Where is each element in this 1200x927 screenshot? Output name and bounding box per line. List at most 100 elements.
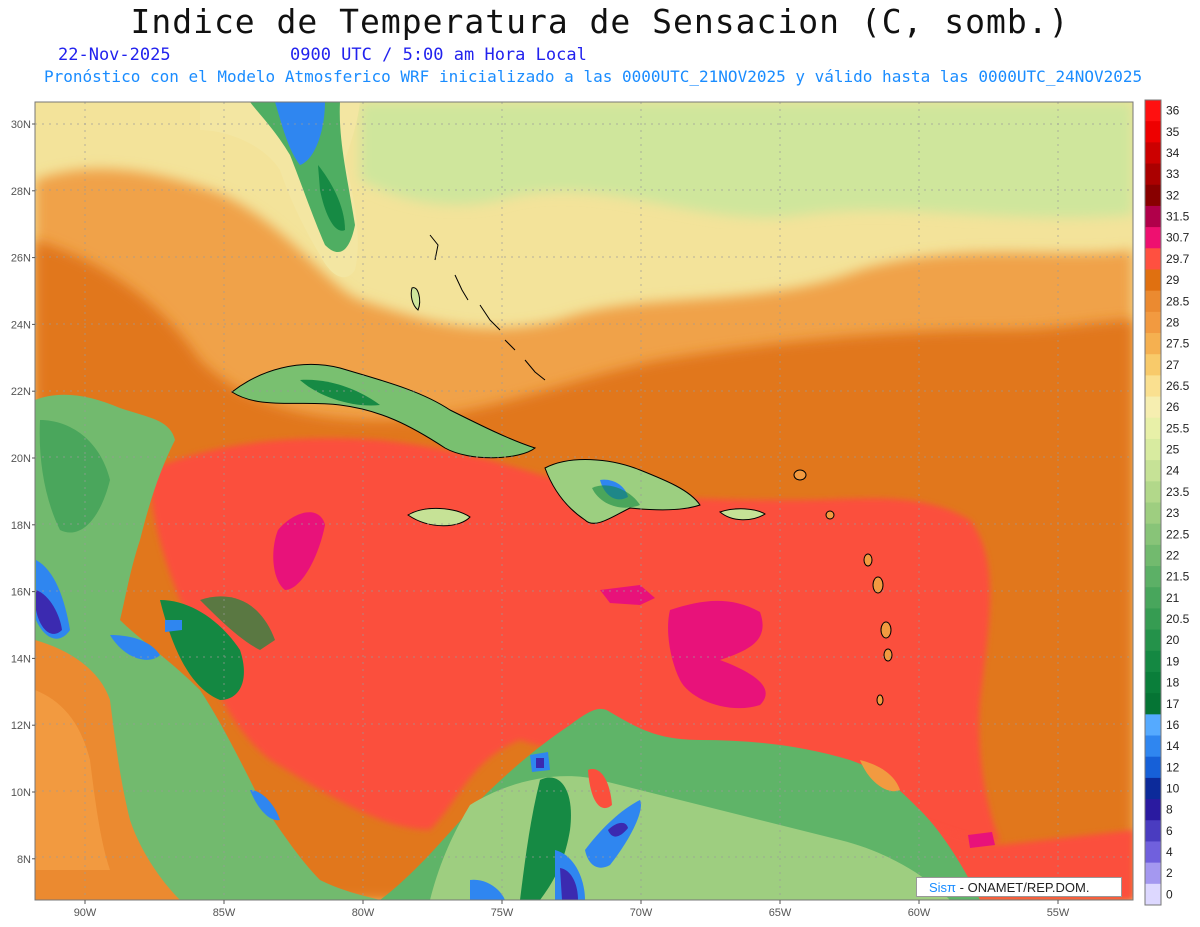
legend-label: 24 — [1166, 464, 1180, 478]
legend-label: 36 — [1166, 104, 1180, 118]
legend-swatch — [1145, 544, 1161, 567]
legend-swatch — [1145, 671, 1161, 694]
legend-swatch — [1145, 502, 1161, 525]
lat-label-8N: 8N — [17, 854, 31, 866]
sispi-logo: Sisπ — [929, 880, 957, 895]
legend-swatch — [1145, 438, 1161, 461]
lon-label-90W: 90W — [74, 907, 97, 919]
lat-label-30N: 30N — [11, 119, 31, 131]
legend-swatch — [1145, 205, 1161, 228]
legend-label: 31.5 — [1166, 210, 1190, 224]
legend-label: 30.7 — [1166, 231, 1190, 245]
legend-swatch — [1145, 608, 1161, 631]
legend-swatch — [1145, 121, 1161, 143]
legend-label: 33 — [1166, 167, 1180, 181]
legend-label: 28 — [1166, 315, 1180, 329]
legend-swatch — [1145, 735, 1161, 758]
legend-label: 14 — [1166, 739, 1180, 753]
legend-label: 8 — [1166, 803, 1173, 817]
legend-swatch — [1145, 650, 1161, 673]
legend-swatch — [1145, 417, 1161, 440]
lon-label-55W: 55W — [1047, 907, 1070, 919]
legend-swatch — [1145, 629, 1161, 652]
lat-label-14N: 14N — [11, 653, 31, 665]
lat-label-22N: 22N — [11, 386, 31, 398]
legend-swatch — [1145, 142, 1161, 165]
lon-label-80W: 80W — [352, 907, 375, 919]
legend-label: 27 — [1166, 358, 1180, 372]
legend-swatch — [1145, 587, 1161, 609]
legend-swatch — [1145, 820, 1161, 842]
cordillera-blue — [470, 879, 505, 900]
legend-swatch — [1145, 481, 1161, 503]
legend-frame — [1144, 99, 1162, 906]
latitude-labels: 30N 28N 26N 24N 22N 20N 18N 16N 14N 12N 10N 8N — [11, 119, 35, 866]
legend-swatch — [1145, 799, 1161, 821]
legend-swatch — [1145, 566, 1161, 588]
florida-dark-green — [318, 165, 345, 231]
map-title: Indice de Temperatura de Sensacion (C, s… — [130, 2, 1070, 41]
legend-swatch — [1145, 841, 1161, 864]
legend-swatch — [1145, 375, 1161, 398]
legend-label: 28.5 — [1166, 294, 1190, 308]
legend-swatch — [1145, 354, 1161, 376]
magenta-patch-east — [668, 600, 766, 709]
forecast-date: 22-Nov-2025 — [58, 45, 171, 65]
legend-label: 6 — [1166, 824, 1173, 838]
trinidad-orange — [860, 760, 900, 792]
land-cuba — [231, 363, 537, 459]
lon-label-70W: 70W — [630, 907, 653, 919]
andes-purple-south — [560, 868, 578, 900]
legend-swatch — [1145, 714, 1161, 737]
legend-swatch — [1145, 311, 1161, 334]
legend-swatch — [1145, 227, 1161, 249]
legend-swatch — [1145, 333, 1161, 355]
legend-label: 29.7 — [1166, 252, 1190, 266]
land-puerto-rico — [718, 508, 766, 521]
maracaibo-hot — [588, 769, 612, 809]
forecast-time: 0900 UTC / 5:00 am Hora Local — [290, 45, 587, 65]
legend-swatch — [1145, 290, 1161, 313]
legend-label: 2 — [1166, 866, 1173, 880]
legend-label: 20 — [1166, 633, 1180, 647]
legend-label: 17 — [1166, 697, 1180, 711]
model-subtitle: Pronóstico con el Modelo Atmosferico WRF… — [44, 67, 1143, 86]
legend-swatch — [1145, 523, 1161, 546]
legend-swatch — [1145, 862, 1161, 885]
pacific-light-orange — [35, 690, 110, 870]
lon-label-85W: 85W — [213, 907, 236, 919]
lat-label-20N: 20N — [11, 453, 31, 465]
legend-label: 34 — [1166, 146, 1180, 160]
legend-label: 10 — [1166, 781, 1180, 795]
nicaragua-green — [200, 596, 275, 650]
lon-label-75W: 75W — [491, 907, 514, 919]
land-lesser-antilles — [793, 469, 893, 706]
legend-swatch — [1145, 100, 1161, 122]
lat-label-16N: 16N — [11, 587, 31, 599]
legend-swatch — [1145, 396, 1161, 419]
honduras-blue — [110, 635, 160, 660]
legend-label: 22.5 — [1166, 527, 1190, 541]
florida-cool-spot — [275, 102, 325, 165]
lat-label-28N: 28N — [11, 186, 31, 198]
legend-label: 29 — [1166, 273, 1180, 287]
legend-label: 4 — [1166, 845, 1173, 859]
legend-label: 21.5 — [1166, 570, 1190, 584]
legend-label: 35 — [1166, 125, 1180, 139]
yucatan-green — [39, 420, 110, 533]
legend-label: 18 — [1166, 676, 1180, 690]
color-legend: 363534333231.530.729.72928.52827.52726.5… — [1144, 99, 1190, 906]
legend-label: 12 — [1166, 760, 1180, 774]
legend-label: 23.5 — [1166, 485, 1190, 499]
north-cool-zone — [360, 102, 1133, 218]
legend-label: 21 — [1166, 591, 1180, 605]
credit-box: Sisπ - ONAMET/REP.DOM. — [916, 877, 1122, 897]
legend-swatch — [1145, 883, 1161, 906]
legend-swatch — [1145, 248, 1161, 270]
magenta-patch-west — [273, 512, 325, 590]
honduras-blue-small — [165, 620, 182, 632]
legend-label: 20.5 — [1166, 612, 1190, 626]
legend-swatch — [1145, 184, 1161, 207]
land-bahamas — [410, 234, 546, 381]
costa-rica-blue — [250, 790, 280, 821]
